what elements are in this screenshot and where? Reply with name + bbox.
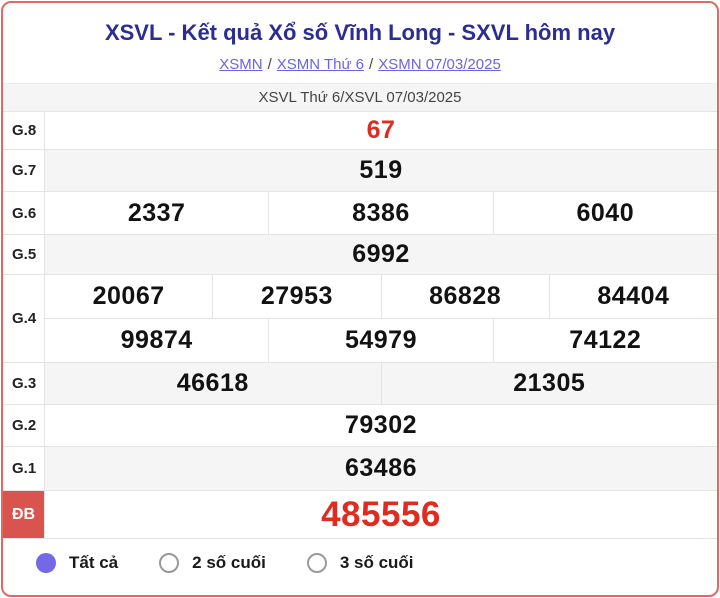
prize-row-g7: G.7 519 <box>3 149 717 191</box>
prize-row-g3: G.3 46618 21305 <box>3 362 717 404</box>
radio-unselected-icon[interactable] <box>306 553 327 573</box>
prize-number: 21305 <box>380 363 718 404</box>
prize-number: 6040 <box>492 192 717 234</box>
prize-row-g5: G.5 6992 <box>3 234 717 274</box>
filter-option-last3[interactable]: 3 số cuối <box>306 553 414 573</box>
display-filters: Tất cả 2 số cuối 3 số cuối <box>3 539 717 573</box>
breadcrumb-region: XSMN / XSMN Thứ 6/XSMN 07/03/2025 <box>3 55 717 75</box>
filter-option-label: 3 số cuối <box>339 553 414 572</box>
prize-number: 27953 <box>212 275 380 318</box>
prize-number: 84404 <box>548 275 717 318</box>
prize-row-g2: G.2 79302 <box>3 404 717 446</box>
prize-number: 99874 <box>120 326 193 354</box>
prize-number: 2337 <box>127 198 186 227</box>
prize-number: 20067 <box>92 282 165 310</box>
page-title: XSVL - Kết quả Xổ số Vĩnh Long - SXVL hô… <box>104 20 616 45</box>
prize-row-g4: G.4 20067 27953 86828 84404 99874 54979 … <box>3 274 717 362</box>
prize-label: G.2 <box>3 405 45 446</box>
prize-label: G.3 <box>3 363 45 404</box>
breadcrumb-link-xsvl[interactable]: XSVL <box>258 89 297 106</box>
breadcrumb-link-xsmn-date[interactable]: XSMN 07/03/2025 <box>378 56 501 73</box>
breadcrumb-link-xsvl-date[interactable]: XSVL 07/03/2025 <box>344 89 462 106</box>
prize-label: G.6 <box>3 192 45 234</box>
results-table: G.8 67 G.7 519 G.6 2337 8386 6040 G.5 69… <box>3 111 717 539</box>
breadcrumb-separator: / <box>369 56 374 73</box>
jackpot-number: 485556 <box>321 494 441 534</box>
prize-number: 63486 <box>344 454 418 482</box>
radio-selected-icon[interactable] <box>36 553 56 573</box>
filter-option-all[interactable]: Tất cả <box>36 553 118 573</box>
prize-label: G.8 <box>3 112 45 149</box>
prize-number: 519 <box>359 156 403 184</box>
jackpot-label: ĐB <box>3 491 45 538</box>
prize-number: 6992 <box>352 240 410 268</box>
prize-number: 67 <box>366 116 396 144</box>
prize-label: G.5 <box>3 235 45 274</box>
prize-row-db: ĐB 485556 <box>3 490 717 538</box>
header: XSVL - Kết quả Xổ số Vĩnh Long - SXVL hô… <box>3 3 717 111</box>
radio-unselected-icon[interactable] <box>159 553 180 573</box>
filter-option-label: Tất cả <box>69 553 119 572</box>
breadcrumb-province: XSVL Thứ 6/XSVL 07/03/2025 <box>3 83 717 111</box>
prize-row-g6: G.6 2337 8386 6040 <box>3 191 717 234</box>
filter-option-label: 2 số cuối <box>192 553 266 572</box>
breadcrumb-separator: / <box>267 56 272 73</box>
prize-row-g8: G.8 67 <box>3 111 717 149</box>
prize-number: 8386 <box>268 192 492 234</box>
breadcrumb-link-xsmn-day[interactable]: XSMN Thứ 6 <box>276 56 365 73</box>
prize-number: 86828 <box>380 275 549 318</box>
breadcrumb-separator: / <box>340 89 345 106</box>
prize-row-g1: G.1 63486 <box>3 446 717 490</box>
prize-label: G.4 <box>3 275 45 362</box>
breadcrumb-day-text: Thứ 6 <box>300 89 341 106</box>
prize-number: 46618 <box>176 369 249 397</box>
filter-option-last2[interactable]: 2 số cuối <box>159 553 266 573</box>
breadcrumb-link-xsmn[interactable]: XSMN <box>219 56 263 73</box>
prize-number: 74122 <box>492 319 717 362</box>
prize-number: 79302 <box>344 411 418 439</box>
prize-label: G.1 <box>3 447 45 490</box>
prize-number: 54979 <box>268 319 492 362</box>
prize-label: G.7 <box>3 150 45 191</box>
